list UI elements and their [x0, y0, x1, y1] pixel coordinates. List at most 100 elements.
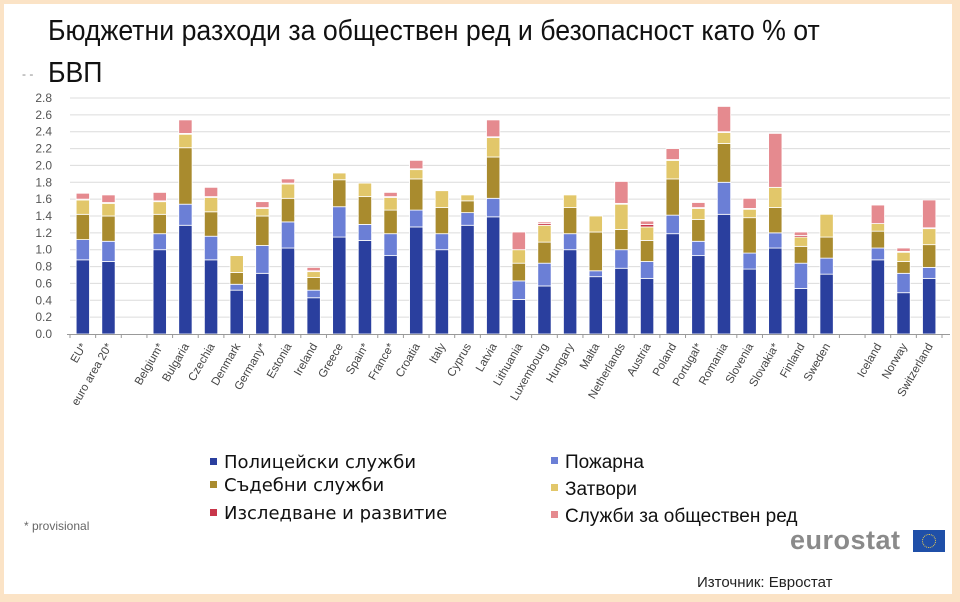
- bar-segment-prisons: [203, 197, 219, 213]
- bar-segment-prisons: [691, 208, 706, 220]
- bar-segment-other: [306, 267, 321, 272]
- legend-label: Съдебни служби: [224, 475, 385, 496]
- bar-segment-other: [383, 191, 398, 198]
- bar-segment-courts: [588, 231, 603, 272]
- bar-segment-police: [614, 267, 629, 335]
- bar-segment-prisons: [819, 213, 834, 238]
- eu-flag-icon: [913, 530, 945, 552]
- bar-segment-police: [563, 249, 578, 335]
- bar-segment-fire: [383, 233, 398, 257]
- bar-segment-fire: [306, 289, 321, 299]
- bar-segment-courts: [922, 244, 937, 268]
- bar-segment-other: [691, 202, 706, 208]
- legend-item-prisons: Затвори: [551, 479, 637, 501]
- bar-segment-courts: [537, 241, 552, 264]
- bar-segment-fire: [229, 283, 244, 291]
- x-tick-label: Malta: [578, 341, 603, 372]
- bar-segment-fire: [75, 239, 90, 261]
- bar-segment-police: [255, 272, 270, 335]
- legend-item-courts: Съдебни служби: [210, 475, 384, 496]
- x-tick-label: Belgium*: [133, 341, 167, 387]
- bar-segment-police: [306, 297, 321, 335]
- bar-segment-police: [665, 233, 680, 335]
- y-tick-label: 2.2: [35, 142, 52, 156]
- bar-segment-prisons: [639, 226, 655, 241]
- bar-segment-other: [742, 197, 757, 209]
- legend-swatch-fire: [551, 457, 558, 465]
- legend-label: Затвори: [565, 479, 637, 500]
- bar-segment-fire: [819, 257, 834, 275]
- bar-segment-other: [639, 220, 655, 225]
- bar-segment-police: [383, 255, 398, 335]
- bar-segment-courts: [511, 262, 526, 282]
- bar-segment-prisons: [229, 255, 244, 273]
- x-tick-label: Greece: [317, 342, 346, 381]
- bar-segment-fire: [460, 212, 475, 226]
- bar-segment-police: [896, 292, 911, 335]
- y-tick-label: 0.2: [35, 310, 52, 324]
- bar-segment-prisons: [665, 159, 680, 180]
- bar-segment-other: [896, 247, 911, 252]
- bar-segment-fire: [896, 272, 911, 294]
- bar-segment-courts: [203, 211, 219, 237]
- x-axis-labels: EU*euro area 20* Belgium*BulgariaCzechiaD…: [69, 341, 936, 408]
- y-tick-label: 1.4: [35, 209, 52, 223]
- bar-segment-fire: [742, 252, 757, 270]
- bar-segment-prisons: [588, 215, 603, 233]
- bar-segment-police: [409, 226, 424, 335]
- legend-label: Изследване и развитие: [224, 503, 448, 524]
- bar-segment-other: [511, 231, 526, 251]
- bar-segment-fire: [101, 240, 116, 262]
- bar-segment-prisons: [332, 172, 347, 181]
- bar-segment-prisons: [434, 190, 449, 208]
- x-tick-label: Estonia: [265, 341, 295, 381]
- bar-segment-courts: [563, 207, 578, 235]
- bar-segment-other: [665, 148, 680, 160]
- bar-segment-other: [793, 231, 809, 236]
- y-tick-label: 2.6: [35, 108, 52, 122]
- bar-segment-fire: [332, 206, 347, 238]
- bar-segment-courts: [716, 143, 732, 183]
- bar-segment-courts: [332, 179, 347, 208]
- bar-segment-courts: [101, 215, 116, 242]
- x-tick-label: Italy: [428, 341, 449, 365]
- bar-segment-prisons: [742, 208, 757, 219]
- bar-segment-police: [511, 299, 526, 335]
- bar-segment-other: [409, 159, 424, 170]
- bar-segment-courts: [665, 178, 680, 216]
- bar-segment-other: [75, 192, 90, 200]
- y-tick-label: 2.8: [35, 91, 52, 105]
- bar-segment-prisons: [101, 202, 116, 217]
- bar-segment-other: [614, 181, 629, 204]
- bar-segment-prisons: [486, 137, 501, 158]
- bar-segment-prisons: [870, 223, 885, 232]
- x-tick-label: Cyprus: [446, 341, 475, 379]
- y-tick-label: 2.0: [35, 158, 52, 172]
- provisional-note: * provisional: [24, 519, 90, 533]
- bar-segment-prisons: [178, 133, 193, 149]
- bar-segment-fire: [409, 209, 424, 228]
- bar-segment-police: [460, 224, 475, 335]
- bar-segment-police: [639, 277, 655, 335]
- bar-segment-police: [588, 276, 603, 335]
- legend-swatch-prisons: [551, 484, 558, 492]
- bar-segment-prisons: [563, 194, 578, 208]
- bar-segment-fire: [203, 235, 219, 261]
- bar-segment-police: [537, 285, 552, 335]
- bar-segment-fire: [537, 262, 552, 287]
- bar-segment-other: [870, 204, 885, 224]
- y-tick-label: 1.8: [35, 175, 52, 189]
- bar-segment-police: [332, 236, 347, 335]
- bar-segment-police: [152, 249, 167, 335]
- bar-segment-prisons: [383, 197, 398, 211]
- bar-segment-courts: [691, 218, 706, 242]
- bar-segment-fire: [486, 197, 501, 218]
- bar-segment-fire: [588, 270, 603, 278]
- bar-segment-fire: [870, 247, 885, 261]
- legend-label: Служби за обществен ред: [565, 506, 798, 527]
- bar-segment-prisons: [768, 186, 783, 208]
- bar-segment-prisons: [460, 194, 475, 202]
- bar-segment-other: [255, 201, 270, 208]
- bar-segment-police: [229, 289, 244, 335]
- bar-segment-police: [870, 259, 885, 335]
